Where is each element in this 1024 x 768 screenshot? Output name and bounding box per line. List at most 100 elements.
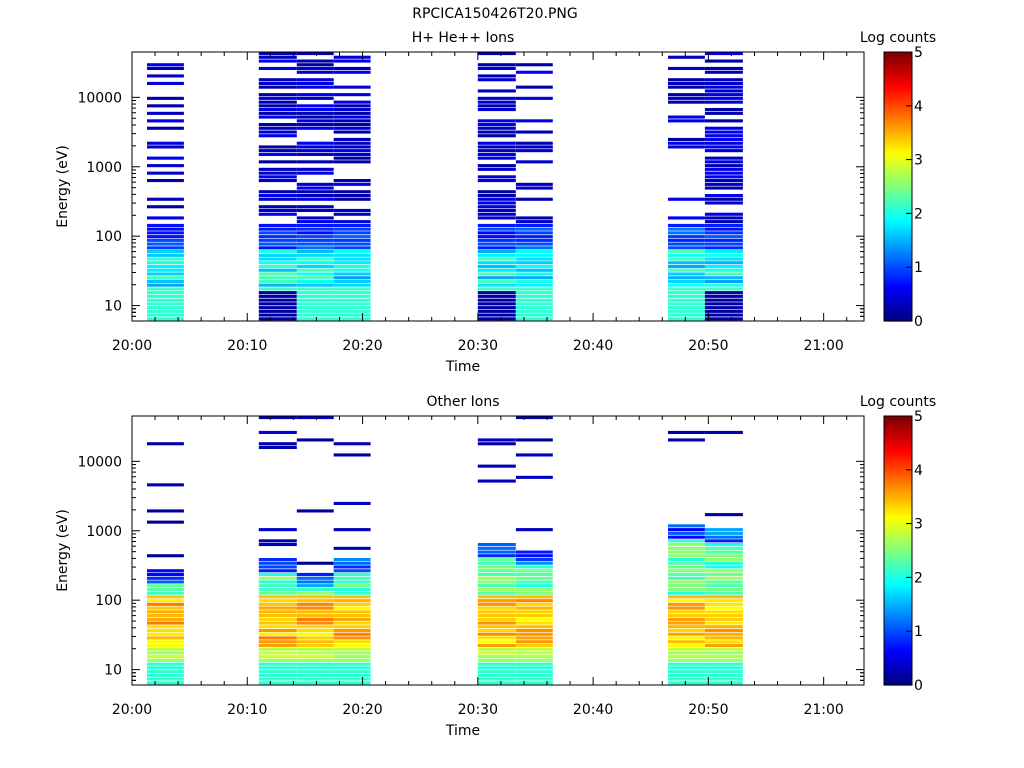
- spectrogram-cell: [515, 580, 553, 584]
- colorbar-segment: [884, 152, 912, 156]
- spectrogram-cell: [147, 171, 184, 175]
- spectrogram-cell: [333, 681, 371, 685]
- spectrogram-cell: [296, 186, 334, 190]
- spectrogram-cell: [515, 149, 553, 153]
- spectrogram-cell: [258, 317, 297, 321]
- spectrogram-cell: [333, 141, 371, 145]
- colorbar-segment: [884, 534, 912, 538]
- colorbar-segment: [884, 309, 912, 313]
- spectrogram-cell: [477, 66, 516, 70]
- colorbar-segment: [884, 584, 912, 587]
- colorbar-segment: [884, 633, 912, 637]
- spectrogram-cell: [296, 190, 334, 194]
- spectrogram-cell: [704, 272, 743, 276]
- spectrogram-cell: [147, 276, 184, 280]
- colorbar-segment: [884, 202, 912, 206]
- spectrogram-cell: [477, 617, 516, 621]
- spectrogram-cell: [668, 550, 705, 554]
- spectrogram-cell: [333, 528, 371, 532]
- spectrogram-cell: [296, 640, 334, 644]
- y-tick-label: 1000: [86, 524, 122, 540]
- spectrogram-cell: [333, 629, 371, 633]
- x-tick-label: 20:40: [573, 338, 613, 354]
- colorbar-segment: [884, 81, 912, 84]
- spectrogram-cell: [333, 453, 371, 457]
- spectrogram-cell: [333, 658, 371, 662]
- spectrogram-cell: [296, 205, 334, 209]
- spectrogram-cell: [258, 55, 297, 59]
- colorbar-tick-label: 5: [914, 45, 923, 61]
- spectrogram-cell: [147, 306, 184, 310]
- x-tick-label: 20:50: [688, 338, 728, 354]
- spectrogram-cell: [296, 673, 334, 677]
- spectrogram-cell: [296, 617, 334, 621]
- spectrogram-cell: [704, 194, 743, 198]
- colorbar-segment: [884, 472, 912, 475]
- spectrogram-cell: [668, 317, 705, 321]
- spectrogram-cell: [296, 576, 334, 580]
- colorbar-segment: [884, 671, 912, 675]
- spectrogram-cell: [296, 145, 334, 149]
- spectrogram-cell: [477, 576, 516, 580]
- spectrogram-cell: [147, 580, 184, 584]
- spectrogram-cell: [147, 126, 184, 130]
- colorbar-segment: [884, 139, 912, 143]
- colorbar-segment: [884, 222, 912, 226]
- y-tick-label: 10: [104, 663, 122, 679]
- spectrogram-cell: [258, 197, 297, 201]
- colorbar-tick-label: 2: [914, 206, 923, 222]
- spectrogram-cell: [296, 625, 334, 629]
- spectrogram-cell: [668, 539, 705, 543]
- colorbar-segment: [884, 460, 912, 464]
- spectrogram-cell: [477, 306, 516, 310]
- spectrogram-cell: [668, 535, 705, 539]
- colorbar-segment: [884, 177, 912, 181]
- spectrogram-cell: [477, 208, 516, 212]
- colorbar-tick-label: 0: [914, 314, 923, 330]
- colorbar-segment: [884, 170, 912, 174]
- colorbar-segment: [884, 148, 912, 152]
- spectrogram-cell: [333, 302, 371, 306]
- colorbar-segment: [884, 123, 912, 127]
- spectrogram-cell: [704, 554, 743, 558]
- spectrogram-cell: [477, 479, 516, 483]
- colorbar-frame: [883, 415, 913, 686]
- colorbar-segment: [884, 195, 912, 199]
- spectrogram-cell: [147, 643, 184, 647]
- spectrogram-cell: [668, 430, 705, 434]
- spectrogram-cell: [704, 539, 743, 543]
- spectrogram-cell: [147, 670, 184, 674]
- spectrogram-cell: [704, 235, 743, 239]
- spectrogram-cell: [296, 580, 334, 584]
- spectrogram-cell: [515, 610, 553, 614]
- spectrogram-cell: [515, 595, 553, 599]
- colorbar-segment: [884, 501, 912, 505]
- spectrogram-cell: [704, 227, 743, 231]
- spectrogram-cell: [515, 636, 553, 640]
- spectrogram-cell: [668, 670, 705, 674]
- spectrogram-cell: [704, 119, 743, 123]
- spectrogram-cell: [296, 572, 334, 576]
- colorbar-segment: [884, 150, 912, 154]
- spectrogram-cell: [515, 287, 553, 291]
- spectrogram-cell: [333, 558, 371, 562]
- x-axis-label: Time: [445, 723, 480, 739]
- colorbar-segment: [884, 105, 912, 109]
- colorbar-segment: [884, 114, 912, 118]
- colorbar-segment: [884, 463, 912, 466]
- colorbar-segment: [884, 146, 912, 149]
- spectrogram-cell: [668, 231, 705, 235]
- colorbar-segment: [884, 481, 912, 484]
- colorbar-segment: [884, 613, 912, 617]
- spectrogram-cell: [668, 197, 705, 201]
- spectrogram-cell: [296, 438, 334, 442]
- spectrogram-cell: [147, 591, 184, 595]
- spectrogram-cell: [258, 621, 297, 625]
- spectrogram-cell: [515, 561, 553, 565]
- spectrogram-cell: [296, 197, 334, 201]
- x-tick-label: 20:30: [458, 702, 498, 718]
- spectrogram-cell: [515, 257, 553, 261]
- spectrogram-cell: [477, 584, 516, 588]
